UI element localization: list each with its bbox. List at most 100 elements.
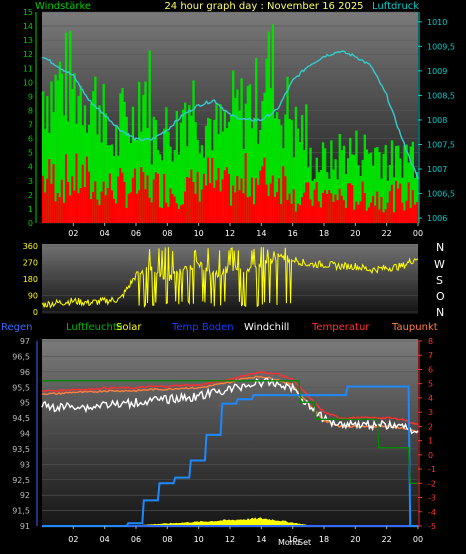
gust-bar: [301, 115, 304, 223]
temp-tick-label: 7: [428, 351, 433, 360]
gust-bar: [127, 134, 130, 223]
gust-bar: [240, 78, 243, 223]
gust-bar: [309, 147, 312, 223]
wind-bar: [311, 205, 314, 223]
gust-bar: [173, 149, 176, 223]
wind-bar: [376, 191, 379, 223]
gust-bar: [242, 148, 245, 223]
wind-bar: [127, 193, 130, 223]
wind-bar: [163, 173, 166, 223]
gust-bar: [169, 146, 172, 223]
gust-bar: [209, 118, 212, 223]
pressure-tick-label: 1009: [427, 67, 447, 76]
wind-bar: [409, 207, 412, 223]
wind-bar: [346, 183, 350, 223]
wind-bar: [261, 166, 264, 223]
gust-bar: [184, 102, 187, 223]
gust-bar: [192, 80, 195, 224]
gust-bar: [278, 119, 281, 223]
wind-bar: [58, 197, 61, 223]
gust-bar: [165, 107, 168, 223]
gust-bar: [121, 87, 124, 224]
gust-bar: [46, 96, 49, 223]
wind-bar: [75, 153, 78, 223]
gust-bar: [102, 83, 105, 223]
wind-bar: [257, 184, 260, 223]
wind-bar: [69, 195, 72, 223]
wind-bar: [117, 176, 120, 223]
gust-bar: [248, 84, 252, 224]
wind-bar: [90, 198, 93, 223]
wind-axis-label: Windstärke: [35, 1, 91, 12]
wind-bar: [286, 199, 289, 223]
gust-bar: [142, 94, 145, 223]
wind-bar: [367, 207, 371, 223]
wind-bar: [186, 177, 189, 223]
gust-bar: [71, 88, 74, 224]
gust-bar: [215, 102, 218, 223]
wind-bar: [154, 172, 158, 223]
wind-bar: [87, 171, 91, 223]
temp-x-tick-label: 16: [288, 535, 298, 544]
wind-bar: [344, 207, 348, 223]
temp-tick-label: 5: [428, 380, 433, 389]
wind-x-tick-label: 16: [288, 229, 298, 238]
humidity-tick-label: 92: [20, 491, 30, 500]
wind-tick-label: 7: [28, 121, 33, 130]
wind-bar: [81, 164, 84, 223]
gust-bar: [284, 114, 287, 223]
temp-tick-label: -3: [428, 494, 436, 503]
gust-bar: [334, 159, 337, 223]
wind-bar: [42, 175, 45, 223]
gust-bar: [94, 76, 97, 223]
gust-bar: [405, 144, 408, 223]
gust-bar: [204, 125, 208, 223]
gust-bar: [236, 89, 239, 224]
wind-bar: [296, 203, 300, 223]
wind-bar: [156, 173, 160, 223]
gust-bar: [83, 105, 87, 223]
gust-bar: [131, 106, 135, 223]
temperature-chart: 91 91,5 92 92,5 93 93,5 94 94,5 95 95,5 96 96,5 97 -5…: [12, 337, 436, 544]
gust-bar: [179, 122, 183, 223]
wind-bar: [384, 209, 387, 223]
wind-bar: [280, 203, 283, 223]
temp-tick-label: -5: [428, 522, 436, 531]
gust-bar: [252, 117, 256, 223]
gust-bar: [330, 140, 333, 223]
wind-tick-label: 15: [23, 8, 33, 17]
gust-bar: [349, 137, 352, 223]
wind-bar: [150, 202, 153, 223]
wind-bar: [142, 172, 145, 223]
gust-bar: [200, 145, 204, 223]
wind-bar: [230, 205, 233, 223]
gust-bar: [267, 31, 270, 223]
wind-tick-label: 2: [28, 191, 33, 200]
gust-bar: [340, 150, 343, 223]
wind-x-tick-label: 00: [413, 229, 423, 238]
wind-bar: [67, 181, 70, 223]
wind-x-tick-label: 12: [225, 229, 235, 238]
wind-bar: [158, 207, 162, 223]
gust-bar: [342, 145, 346, 223]
wind-bar: [104, 195, 107, 223]
wind-bar: [221, 179, 224, 223]
wind-bar: [301, 196, 304, 223]
gust-bar: [42, 91, 45, 223]
compass-n-top: N: [436, 241, 444, 254]
wind-bar: [313, 189, 316, 223]
temp-tick-label: -4: [428, 508, 436, 517]
windchill-line: [41, 377, 419, 435]
wind-bar: [146, 175, 149, 223]
gust-bar: [221, 131, 224, 223]
gust-bar: [311, 181, 314, 223]
wind-bar: [207, 157, 210, 223]
wind-bar: [338, 188, 341, 223]
wind-tick-label: 6: [28, 135, 33, 144]
gust-bar: [319, 170, 323, 223]
wind-bar: [340, 195, 343, 223]
wind-bar: [79, 187, 82, 223]
gust-bar: [77, 95, 80, 223]
temp-x-tick-label: 10: [194, 535, 204, 544]
wind-bar: [244, 153, 247, 223]
